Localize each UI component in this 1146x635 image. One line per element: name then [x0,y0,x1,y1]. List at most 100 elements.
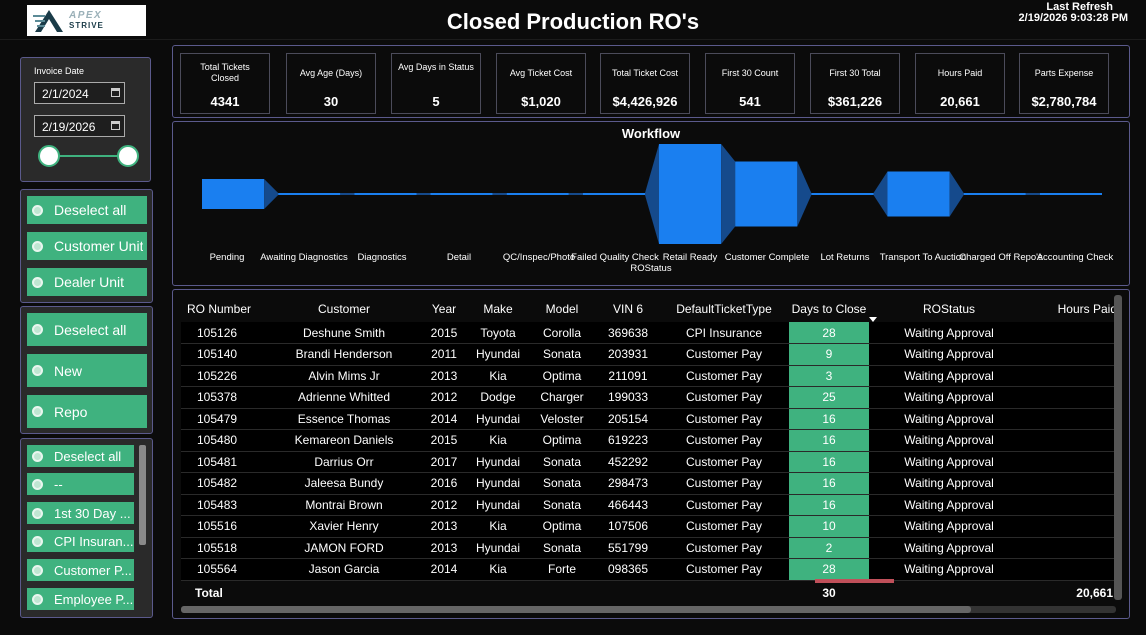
date-range-start-handle[interactable] [38,145,60,167]
column-header[interactable]: DefaultTicketType [676,301,772,316]
kpi-label: Total Tickets Closed [200,62,250,83]
page-title: Closed Production RO's [446,9,700,34]
table-row[interactable]: 105482 Jaleesa Bundy 2016 Hyundai Sonata 2984… [181,472,1119,495]
slicer-option-label: 1st 30 Day ... [54,505,131,521]
table-cell: Sonata [527,494,597,516]
workflow-stage-label: Accounting Check [1036,252,1114,263]
workflow-funnel [202,144,1102,244]
table-row[interactable]: 105483 Montrai Brown 2012 Hyundai Sonata 4664… [181,494,1119,516]
workflow-bar[interactable] [811,193,874,195]
slicer-scrollbar[interactable] [139,445,146,545]
slicer-option[interactable]: CPI Insuran... [27,530,134,552]
date-range-slider-track[interactable] [50,155,130,157]
slicer-option[interactable]: Repo [27,395,147,428]
table-row[interactable]: 105126 Deshune Smith 2015 Toyota Corolla 3696… [181,322,1119,344]
table-cell: Jason Garcia [269,558,419,581]
start-date-input[interactable]: 2/1/2024 [34,82,125,104]
slicer-option[interactable]: New [27,354,147,387]
table-cell: 105518 [181,537,269,559]
workflow-bar[interactable] [202,179,265,209]
calendar-icon[interactable] [111,88,120,97]
column-header[interactable]: Year [431,301,457,316]
scrollbar-thumb[interactable] [181,606,971,613]
slicer-option[interactable]: Deselect all [27,313,147,346]
slicer-option[interactable]: Deselect all [27,196,147,224]
calendar-icon[interactable] [111,121,120,130]
logo-mark-icon [33,9,65,33]
slicer-option[interactable]: Dealer Unit [27,268,147,296]
kpi-value: $1,020 [521,94,561,109]
column-header[interactable]: Hours Paid [1057,301,1117,316]
table-cell: Waiting Approval [869,408,1029,430]
table-cell: 298473 [597,472,659,495]
workflow-bar[interactable] [659,144,722,244]
table-cell: Hyundai [469,472,527,495]
end-date-input[interactable]: 2/19/2026 [34,115,125,137]
workflow-bar[interactable] [735,161,798,227]
slicer-option[interactable]: Customer P... [27,559,134,581]
table-cell: 16 [789,472,869,495]
column-header[interactable]: Model [545,301,579,316]
workflow-stage-label: Retail Ready [662,252,718,263]
column-header[interactable]: ROStatus [922,301,976,316]
column-header[interactable]: Customer [317,301,370,316]
table-cell [1029,386,1119,409]
table-row[interactable]: 105140 Brandi Henderson 2011 Hyundai Sonata 2… [181,343,1119,366]
slicer-option-label: Dealer Unit [54,274,125,290]
date-range-end-handle[interactable] [117,145,139,167]
table-row[interactable]: 105378 Adrienne Whitted 2012 Dodge Charger 19… [181,386,1119,409]
table-cell: Montrai Brown [269,494,419,516]
table-horizontal-scrollbar[interactable] [181,606,1116,613]
sort-descending-icon[interactable] [869,317,877,322]
table-row[interactable]: 105479 Essence Thomas 2014 Hyundai Veloster 2… [181,408,1119,430]
slicer-option[interactable]: Employee P... [27,588,134,610]
workflow-bar[interactable] [887,171,950,217]
table-cell: 105481 [181,451,269,473]
slicer-option[interactable]: Deselect all [27,445,134,467]
table-row[interactable]: 105226 Alvin Mims Jr 2013 Kia Optima 211091 Cu… [181,365,1119,387]
workflow-bar[interactable] [1039,193,1102,195]
slicer-option[interactable]: Customer Unit [27,232,147,260]
column-header[interactable]: VIN 6 [612,301,643,316]
table-cell: Jaleesa Bundy [269,472,419,495]
table-row[interactable]: 105516 Xavier Henry 2013 Kia Optima 107506 Cus… [181,515,1119,538]
table-cell: 3 [789,365,869,387]
workflow-stage-label: Diagnostics [357,252,407,263]
table-cell: 107506 [597,515,659,538]
table-row[interactable]: 105564 Jason Garcia 2014 Kia Forte 098365 Cust… [181,558,1119,581]
table-cell: 9 [789,343,869,366]
workflow-bar[interactable] [354,193,417,195]
table-cell: 098365 [597,558,659,581]
logo-top-text: APEX [69,9,103,21]
table-cell: Kia [469,429,527,452]
workflow-bar[interactable] [963,193,1026,195]
table-cell: 2016 [419,472,469,495]
table-cell: Sonata [527,343,597,366]
logo: APEX STRIVE [27,5,146,36]
slicer-option[interactable]: 1st 30 Day ... [27,502,134,524]
table-row[interactable]: 105480 Kemareon Daniels 2015 Kia Optima 61922… [181,429,1119,452]
workflow-connector [1025,193,1040,195]
table-cell: 2014 [419,558,469,581]
table-cell: Optima [527,365,597,387]
column-header[interactable]: Make [483,301,513,316]
slicer-option-label: Deselect all [54,448,122,464]
slicer-option[interactable]: -- [27,473,134,495]
total-hours-paid: 20,661 [1029,579,1119,606]
table-cell: 105516 [181,515,269,538]
column-header[interactable]: Days to Close [789,295,877,322]
total-days-to-close: 30 [789,579,869,606]
workflow-bar[interactable] [506,193,569,195]
kpi-row: Total Tickets Closed 4341 Avg Age (Days) 3… [172,45,1130,118]
kpi-card: Parts Expense $2,780,784 [1019,53,1109,114]
column-header[interactable]: RO Number [187,301,252,316]
radio-icon [32,406,43,417]
unit-type-slicer: Deselect all New Repo [20,306,153,434]
workflow-bar[interactable] [582,193,645,195]
workflow-bar[interactable] [430,193,493,195]
table-row[interactable]: 105518 JAMON FORD 2013 Hyundai Sonata 551799 C… [181,537,1119,559]
table-row[interactable]: 105481 Darrius Orr 2017 Hyundai Sonata 452292… [181,451,1119,473]
workflow-connector [873,171,888,217]
workflow-bar[interactable] [278,193,341,195]
table-vertical-scrollbar[interactable] [1114,295,1122,600]
